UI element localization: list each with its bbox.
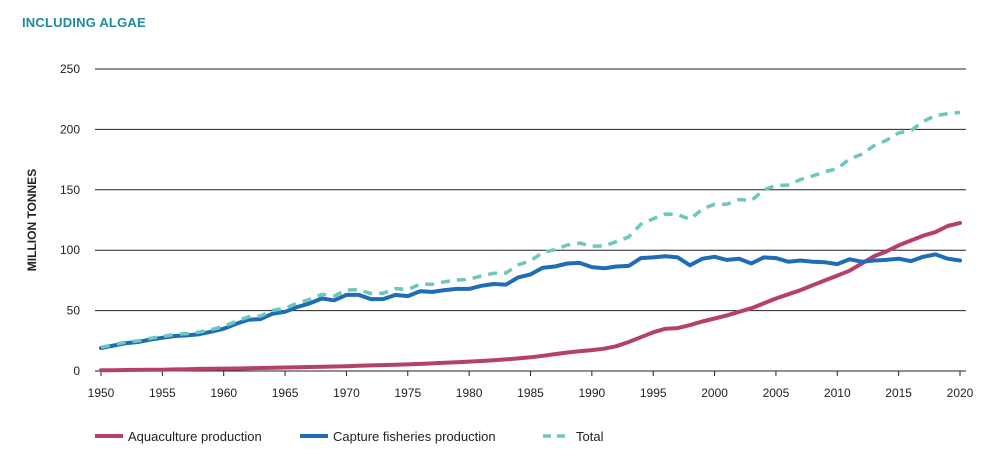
x-tick-label: 2015 [885, 386, 912, 400]
x-tick-label: 1950 [88, 386, 115, 400]
y-tick-label: 150 [60, 183, 80, 197]
y-tick-label: 0 [73, 364, 80, 378]
x-tick-label: 1980 [456, 386, 483, 400]
y-tick-label: 50 [67, 304, 81, 318]
x-tick-label: 1985 [517, 386, 544, 400]
x-tick-label: 2020 [947, 386, 974, 400]
chart-subtitle: INCLUDING ALGAE [22, 15, 146, 30]
x-tick-label: 1955 [149, 386, 176, 400]
y-tick-label: 100 [60, 243, 80, 257]
series-line-capture-fisheries-production [99, 252, 962, 350]
x-tick-label: 2010 [824, 386, 851, 400]
legend-label: Capture fisheries production [333, 429, 496, 444]
legend-label: Total [576, 429, 604, 444]
x-tick-label: 1970 [333, 386, 360, 400]
x-tick-label: 1960 [210, 386, 237, 400]
legend: Aquaculture production Capture fisheries … [95, 429, 604, 444]
x-tick-label: 1965 [272, 386, 299, 400]
x-tick-label: 1990 [579, 386, 606, 400]
axes: 0 50 100 150 200 250 1950 1955 1960 1965 1970 1975 1… [25, 62, 974, 400]
x-tick-label: 2000 [701, 386, 728, 400]
y-axis-label: MILLION TONNES [25, 169, 39, 271]
gridlines [95, 68, 966, 372]
x-tick-label: 1995 [640, 386, 667, 400]
data-series [99, 110, 962, 373]
x-tick-label: 2005 [763, 386, 790, 400]
y-tick-label: 250 [60, 62, 80, 76]
legend-label: Aquaculture production [128, 429, 262, 444]
series-line-aquaculture-production [99, 220, 962, 373]
x-tick-label: 1975 [394, 386, 421, 400]
y-tick-label: 200 [60, 122, 80, 136]
series-line-total [100, 110, 961, 350]
